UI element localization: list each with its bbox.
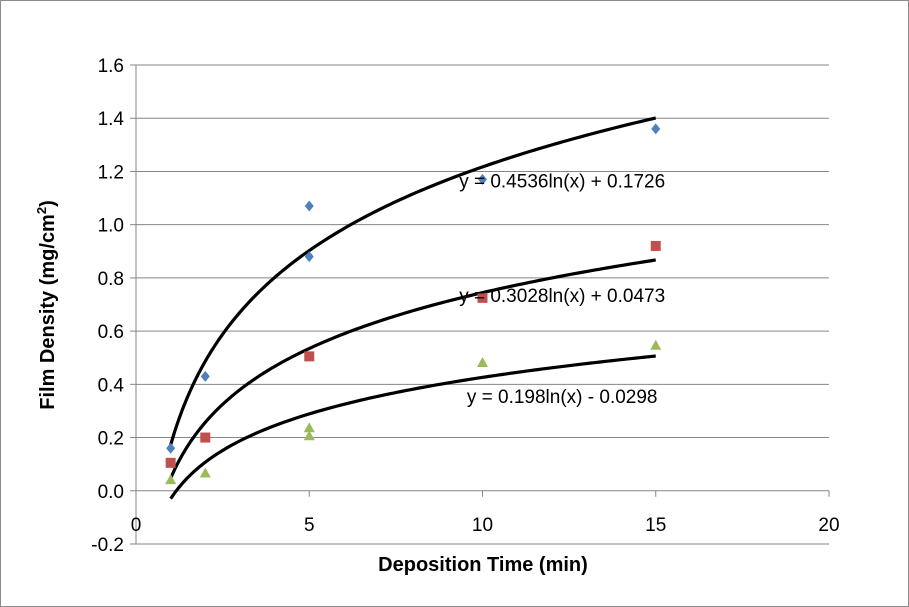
x-tick-label-4: 20 xyxy=(818,515,839,536)
trendline-equation-1: y = 0.4536ln(x) + 0.1726 xyxy=(459,171,665,192)
y-tick-label-4: 0.6 xyxy=(98,322,124,343)
y-tick-label-9: 1.6 xyxy=(98,56,124,77)
point-series-3-2 xyxy=(303,422,315,433)
y-tick-label-3: 0.4 xyxy=(98,375,125,396)
trendline-series-2 xyxy=(169,258,656,479)
y-tick-label-6: 1.0 xyxy=(98,216,124,237)
point-series-3-0 xyxy=(165,474,177,485)
y-tick-label-2: 0.2 xyxy=(98,429,124,450)
y-axis-title: Film Density (mg/cm2) xyxy=(34,200,59,410)
x-tick-label-2: 10 xyxy=(472,515,493,536)
data-points xyxy=(165,123,662,485)
y-axis-title-superscript: 2 xyxy=(34,207,49,214)
point-series-3-3 xyxy=(303,430,315,441)
trendline-series-3 xyxy=(169,354,656,500)
point-series-2-3 xyxy=(477,292,488,303)
tick-labels: -0.2 0.0 0.2 0.4 0.6 0.8 1.0 1.2 1.4 1.6 0 5 10 15 20 xyxy=(91,56,839,556)
trendlines xyxy=(169,116,657,500)
point-series-2-2 xyxy=(304,351,315,362)
point-series-1-2 xyxy=(304,200,314,212)
trendline-series-1 xyxy=(169,116,657,446)
axes xyxy=(130,64,830,545)
x-tick-label-3: 15 xyxy=(645,515,666,536)
point-series-1-4 xyxy=(478,173,487,185)
point-series-1-0 xyxy=(166,442,176,454)
point-series-2-0 xyxy=(165,457,176,468)
trendline-equations: y = 0.4536ln(x) + 0.1726 y = 0.3028ln(x) … xyxy=(459,171,665,408)
point-series-1-3 xyxy=(304,251,314,263)
y-axis-title-close: ) xyxy=(37,200,59,207)
point-series-3-4 xyxy=(477,357,488,368)
point-series-2-1 xyxy=(200,432,211,443)
y-tick-label-5: 0.8 xyxy=(98,269,124,290)
trendline-equation-3: y = 0.198ln(x) - 0.0298 xyxy=(467,387,658,408)
x-tick-label-1: 5 xyxy=(304,515,315,536)
point-series-3-5 xyxy=(650,339,662,350)
point-series-1-1 xyxy=(200,370,210,382)
gridlines xyxy=(136,64,829,545)
point-series-1-5 xyxy=(651,123,661,135)
y-tick-label-1: 0.0 xyxy=(98,482,124,503)
y-tick-label-0: -0.2 xyxy=(91,535,124,556)
y-tick-label-7: 1.2 xyxy=(98,162,124,183)
y-axis-title-main: Film Density (mg/cm xyxy=(37,214,59,410)
y-tick-label-8: 1.4 xyxy=(98,109,125,130)
point-series-2-4 xyxy=(650,240,661,251)
trendline-equation-2: y = 0.3028ln(x) + 0.0473 xyxy=(459,286,665,307)
x-axis-title: Deposition Time (min) xyxy=(378,554,588,576)
point-series-3-1 xyxy=(199,467,211,478)
x-tick-label-0: 0 xyxy=(131,515,142,536)
